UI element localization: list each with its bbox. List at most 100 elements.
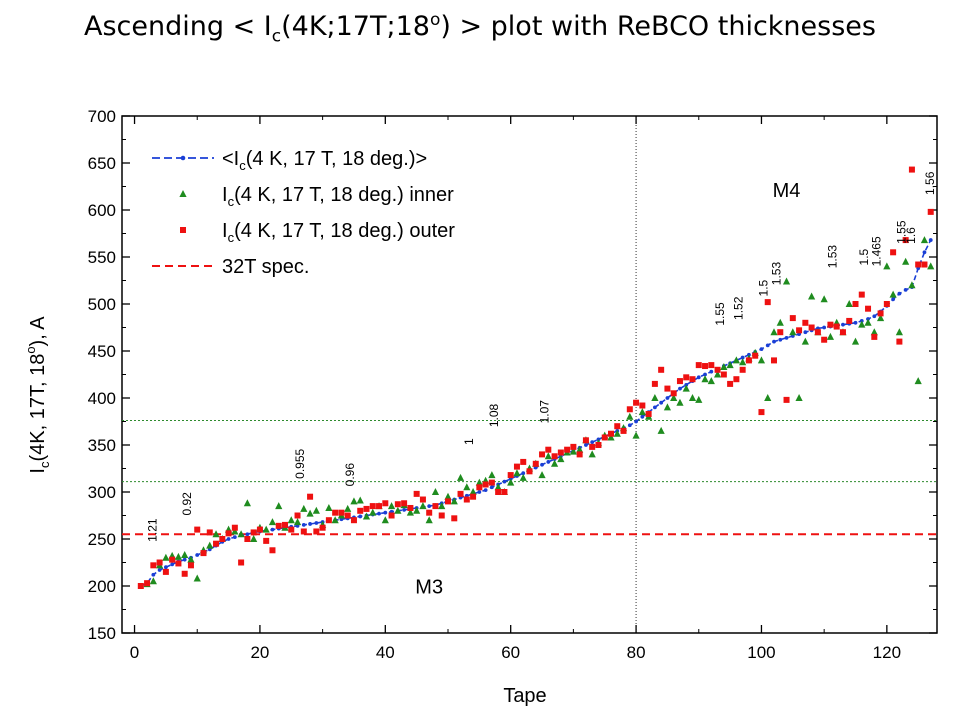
outer-point xyxy=(213,540,220,547)
inner-point xyxy=(300,504,308,512)
outer-point xyxy=(821,336,828,343)
outer-point xyxy=(658,366,665,373)
y-tick-label: 700 xyxy=(88,107,116,126)
outer-point xyxy=(796,327,803,334)
outer-point xyxy=(238,559,245,566)
mean-point xyxy=(659,400,664,405)
outer-point xyxy=(476,484,483,491)
outer-point xyxy=(833,323,840,330)
inner-point xyxy=(920,236,929,244)
inner-point xyxy=(695,395,703,403)
outer-point xyxy=(695,362,702,369)
mean-point xyxy=(696,375,701,380)
outer-point xyxy=(614,423,621,430)
inner-point xyxy=(707,377,715,385)
outer-point xyxy=(683,374,690,381)
thickness-label: 1.21 xyxy=(145,518,159,542)
mean-point xyxy=(377,511,381,516)
outer-point xyxy=(702,363,709,370)
outer-point xyxy=(532,460,539,467)
mean-point xyxy=(841,322,845,327)
inner-point xyxy=(713,370,722,378)
outer-point xyxy=(162,568,169,575)
outer-point xyxy=(363,505,370,512)
inner-point xyxy=(789,328,797,336)
outer-point xyxy=(219,536,226,542)
thickness-label: 1.55 xyxy=(713,302,727,326)
outer-point xyxy=(350,517,357,524)
inner-point xyxy=(864,318,872,326)
y-axis: 150 200 250 300 350 400 450 500 550 600 650 700 xyxy=(88,107,937,643)
thickness-label: 1 xyxy=(462,438,476,445)
series-mean xyxy=(138,238,933,588)
outer-point xyxy=(908,166,915,173)
mean-point xyxy=(740,355,745,360)
inner-point xyxy=(419,502,427,510)
mean-point xyxy=(402,507,407,512)
mean-point xyxy=(627,423,632,428)
legend-outer-marker xyxy=(180,227,186,233)
outer-point xyxy=(451,515,458,522)
outer-point xyxy=(250,529,257,536)
inner-point xyxy=(720,362,728,370)
inner-point xyxy=(507,478,515,486)
inner-point xyxy=(682,384,690,392)
thickness-label: 1.53 xyxy=(769,262,783,286)
outer-point xyxy=(645,410,652,417)
inner-point xyxy=(262,525,270,533)
inner-point xyxy=(808,292,816,300)
inner-point xyxy=(776,318,784,326)
inner-point xyxy=(250,535,258,542)
thickness-label: 1.55 xyxy=(895,220,909,244)
mean-point xyxy=(584,443,588,447)
page-title: Ascending < Ic(4K;17T;18o) > plot with R… xyxy=(84,10,876,47)
outer-point xyxy=(150,562,157,569)
mean-point xyxy=(226,537,231,541)
series-outer xyxy=(137,166,934,589)
inner-point xyxy=(312,506,320,514)
inner-point xyxy=(444,492,452,500)
outer-point xyxy=(438,512,445,519)
inner-point xyxy=(613,429,621,437)
legend-label-outer: Ic(4 K, 17 T, 18 deg.) outer xyxy=(222,220,455,245)
inner-point xyxy=(293,518,302,526)
inner-point xyxy=(576,445,584,453)
outer-point xyxy=(927,208,934,215)
region-label: M3 xyxy=(415,577,443,599)
inner-point xyxy=(851,337,860,345)
inner-point xyxy=(663,403,672,411)
outer-point xyxy=(332,509,339,516)
outer-point xyxy=(231,524,238,531)
outer-point xyxy=(852,301,859,307)
outer-point xyxy=(313,528,320,535)
y-tick-label: 600 xyxy=(88,201,116,220)
x-tick-label: 60 xyxy=(501,643,520,662)
outer-point xyxy=(871,333,878,340)
inner-point xyxy=(306,509,314,517)
outer-point xyxy=(883,301,890,307)
inner-point xyxy=(181,550,189,558)
y-tick-label: 350 xyxy=(88,436,116,455)
mean-point xyxy=(772,339,776,344)
mean-point xyxy=(245,532,250,537)
inner-point xyxy=(369,508,377,516)
y-tick-label: 250 xyxy=(88,530,116,549)
outer-point xyxy=(482,481,489,488)
inner-point xyxy=(406,508,414,516)
outer-point xyxy=(771,357,777,364)
outer-point xyxy=(520,458,527,465)
outer-point xyxy=(839,329,846,336)
inner-point xyxy=(569,447,577,455)
inner-point xyxy=(657,426,665,434)
thickness-label: 1.53 xyxy=(826,245,840,269)
inner-point xyxy=(469,488,477,495)
outer-point xyxy=(902,237,909,244)
legend-label-inner: Ic(4 K, 17 T, 18 deg.) inner xyxy=(222,184,454,209)
outer-point xyxy=(865,305,872,312)
inner-point xyxy=(538,471,546,479)
mean-point xyxy=(232,535,237,540)
inner-point xyxy=(287,516,295,524)
outer-point xyxy=(294,512,301,519)
